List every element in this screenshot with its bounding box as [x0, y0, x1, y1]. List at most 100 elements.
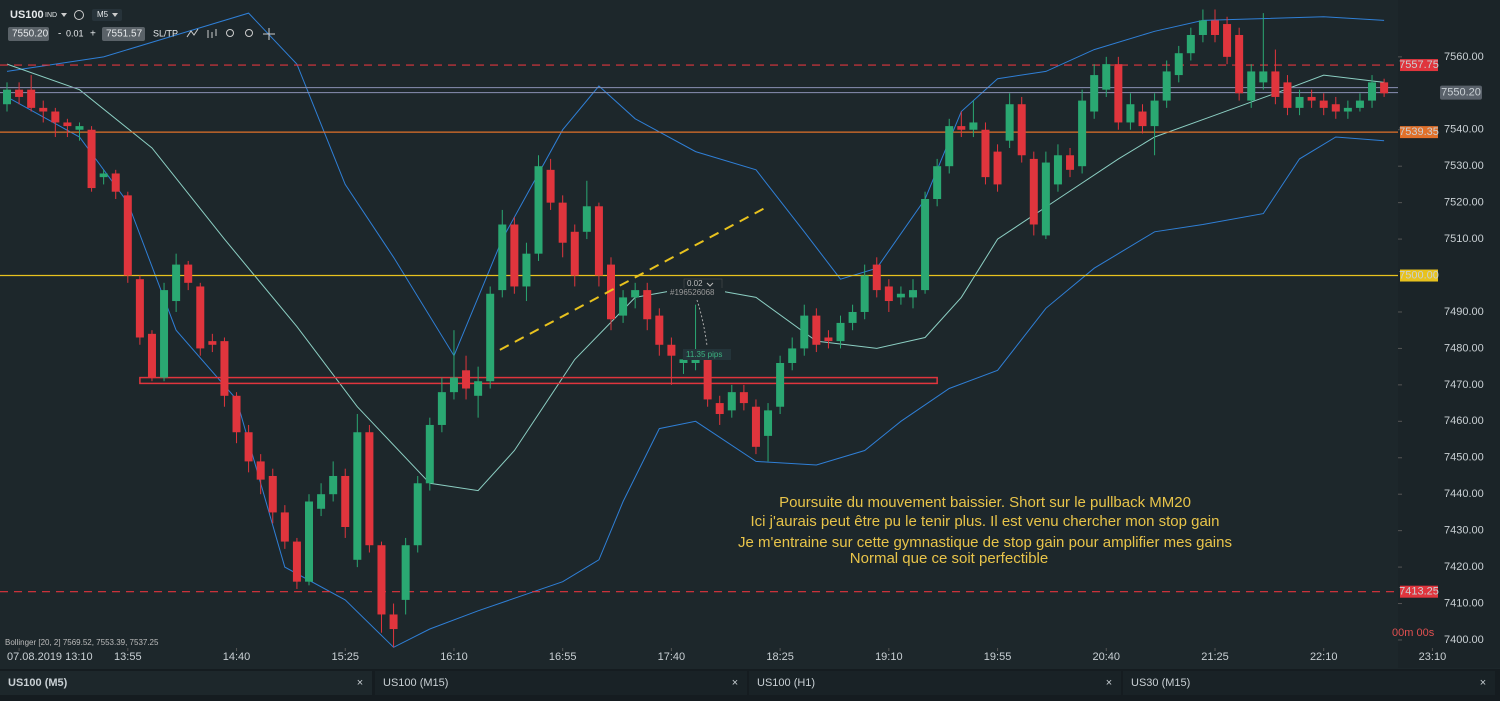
timeframe-box[interactable] [92, 9, 122, 21]
price-level-box [1400, 585, 1438, 598]
candle-body [1090, 75, 1099, 112]
candle-body [667, 344, 676, 356]
candle-body [739, 392, 748, 404]
zoom-out-icon[interactable] [226, 29, 234, 37]
candle-body [884, 286, 893, 302]
x-tick-label: 23:10 [1419, 651, 1447, 663]
x-tick-label: 13:55 [114, 651, 142, 663]
symbol[interactable]: US100 [10, 9, 44, 21]
candle-body [437, 392, 446, 425]
candle-body [123, 195, 132, 276]
order-dropdown[interactable] [706, 282, 714, 287]
candle-body [1319, 100, 1328, 108]
candle-body [1271, 71, 1280, 97]
tab[interactable] [375, 671, 747, 695]
current-price-label: 7550.20 [1441, 86, 1481, 98]
candle-icon[interactable] [207, 29, 217, 38]
y-tick-label: 7510.00 [1444, 233, 1484, 245]
timeframe[interactable]: M5 [97, 10, 109, 19]
candle-body [606, 264, 615, 320]
candle-body [27, 89, 36, 108]
x-tick-label: 18:25 [766, 651, 794, 663]
candle-body [377, 545, 386, 615]
tab[interactable] [749, 671, 1121, 695]
crosshair-icon[interactable] [263, 28, 275, 40]
ask-box[interactable] [102, 27, 145, 41]
y-tick-label: 7450.00 [1444, 452, 1484, 464]
tab-label[interactable]: US30 (M15) [1131, 677, 1190, 689]
candle-body [764, 410, 773, 436]
candle-body [329, 475, 338, 495]
candle-body [305, 501, 314, 582]
candle-body [160, 290, 169, 378]
candle-body [812, 315, 821, 345]
candle-body [413, 483, 422, 546]
tab-label[interactable]: US100 (M15) [383, 677, 448, 689]
candle-body [353, 432, 362, 560]
tab-label[interactable]: US100 (H1) [757, 677, 815, 689]
candle-body [691, 359, 700, 363]
ask[interactable]: 7551.57 [106, 29, 143, 40]
candle-body [945, 126, 954, 167]
annotation: Poursuite du mouvement baissier. Short s… [779, 494, 1191, 511]
candle-body [1078, 100, 1087, 167]
lot[interactable]: 0.01 [66, 28, 84, 38]
candle-body [546, 169, 555, 203]
zoom-in-icon[interactable] [245, 29, 253, 37]
x-tick-label: 19:55 [984, 651, 1012, 663]
candle-body [486, 293, 495, 382]
candle-body [15, 89, 24, 97]
bid-box[interactable] [8, 27, 49, 41]
candle-body [679, 359, 688, 363]
tab-close[interactable]: × [1106, 677, 1112, 689]
tab-label[interactable]: US100 (M5) [8, 677, 68, 689]
sltp[interactable]: SL/TP [153, 28, 178, 38]
candle-body [1029, 158, 1038, 225]
line-icon[interactable] [186, 28, 199, 38]
dropdown-icon[interactable] [61, 13, 67, 17]
price-level-label: 7413.25 [1399, 586, 1439, 598]
y-tick-label: 7410.00 [1444, 597, 1484, 609]
candle-body [389, 614, 398, 630]
candle-body [582, 206, 591, 232]
candle-body [1102, 64, 1111, 90]
info-icon[interactable] [74, 10, 84, 20]
tab-close[interactable]: × [1480, 677, 1486, 689]
order-lot[interactable]: 0.02 [687, 279, 703, 288]
candle-body [256, 461, 265, 480]
candle-body [558, 202, 567, 243]
candle-body [365, 432, 374, 546]
candle-body [1114, 64, 1123, 123]
candle-body [715, 403, 724, 415]
candle-body [1343, 107, 1352, 112]
bid[interactable]: 7550.20 [12, 29, 49, 40]
candle-body [631, 290, 640, 298]
y-tick-label: 7520.00 [1444, 197, 1484, 209]
candle-body [425, 424, 434, 484]
tab[interactable] [1123, 671, 1495, 695]
price-level-box [1400, 126, 1438, 139]
order-marker: 0.02 #196526068 11.35 pips [667, 278, 731, 360]
candle-body [1066, 155, 1075, 170]
candle-body [1223, 24, 1232, 57]
tab-close[interactable]: × [357, 677, 363, 689]
tab-close[interactable]: × [732, 677, 738, 689]
candle-body [1210, 20, 1219, 35]
candle-body [1247, 71, 1256, 101]
tab[interactable] [0, 671, 372, 695]
dropdown-icon[interactable] [112, 13, 118, 17]
plot-area: 7560.00 7540.00 7530.00 7520.00 7510.00 7490.… [0, 9, 1484, 663]
y-tick-label: 7400.00 [1444, 634, 1484, 646]
candle-body [933, 166, 942, 199]
lot-minus[interactable]: - [58, 29, 61, 40]
candle-body [981, 129, 990, 178]
indicator-legend[interactable]: Bollinger [20, 2] 7569.52, 7553.39, 7537… [5, 638, 159, 647]
candle-body [848, 311, 857, 323]
order-ticket-box [667, 288, 725, 298]
candle-body [1005, 104, 1014, 141]
lot-plus[interactable]: + [90, 29, 96, 40]
candle-body [1368, 82, 1377, 101]
y-tick-label: 7540.00 [1444, 124, 1484, 136]
x-tick-label: 19:10 [875, 651, 903, 663]
